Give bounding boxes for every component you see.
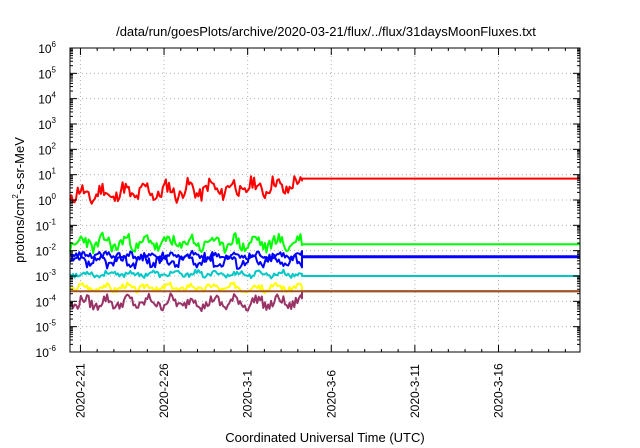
series-lines: [69, 175, 580, 313]
y-tick-base: 10: [38, 143, 52, 157]
y-tick-label: 106: [38, 40, 56, 56]
y-tick-label: 10-1: [36, 217, 57, 233]
y-tick-base: 10: [38, 169, 52, 183]
x-tick-label: 2020-2-21: [73, 363, 87, 418]
y-tick-base: 10: [36, 219, 50, 233]
y-tick-base: 10: [38, 67, 52, 81]
x-axis-label: Coordinated Universal Time (UTC): [225, 430, 424, 445]
y-axis-label-superscript: 2: [11, 194, 20, 199]
y-tick-label: 103: [38, 116, 56, 132]
y-tick-exponent: -1: [49, 217, 57, 226]
y-tick-exponent: 5: [52, 65, 57, 74]
y-axis-ticks: 10-610-510-410-310-210-11001011021031041…: [36, 40, 580, 360]
y-tick-exponent: -4: [49, 293, 57, 302]
x-tick-label: 2020-3-16: [491, 363, 505, 418]
y-axis-label-prefix: protons/cm: [12, 199, 27, 263]
y-axis-label: protons/cm2-s-sr-MeV: [11, 137, 27, 263]
y-tick-label: 10-5: [36, 319, 57, 335]
y-tick-base: 10: [36, 346, 50, 360]
y-tick-label: 104: [38, 91, 56, 107]
y-tick-label: 10-2: [36, 243, 57, 259]
y-tick-base: 10: [38, 93, 52, 107]
y-tick-label: 105: [38, 65, 56, 81]
x-tick-label: 2020-3-11: [408, 364, 422, 418]
series-line: [69, 268, 580, 280]
y-tick-exponent: 4: [52, 91, 57, 100]
grid-lines: [70, 48, 580, 352]
y-axis-label-suffix: -s-sr-MeV: [12, 137, 27, 194]
y-tick-base: 10: [38, 42, 52, 56]
y-tick-exponent: 0: [52, 192, 57, 201]
y-tick-label: 10-3: [36, 268, 57, 284]
x-tick-label: 2020-2-26: [157, 363, 171, 418]
y-tick-exponent: -6: [49, 344, 57, 353]
y-tick-label: 100: [38, 192, 56, 208]
y-tick-exponent: 2: [52, 141, 57, 150]
y-tick-exponent: -5: [49, 319, 57, 328]
y-tick-label: 102: [38, 141, 56, 157]
y-tick-base: 10: [38, 194, 52, 208]
series-line: [69, 251, 580, 270]
y-tick-label: 10-4: [36, 293, 57, 309]
y-tick-base: 10: [36, 321, 50, 335]
y-tick-base: 10: [36, 245, 50, 259]
y-tick-exponent: 6: [52, 40, 57, 49]
series-line: [69, 249, 580, 263]
x-tick-label: 2020-3-1: [241, 370, 255, 418]
y-tick-base: 10: [36, 295, 50, 309]
y-tick-base: 10: [36, 270, 50, 284]
y-tick-base: 10: [38, 118, 52, 132]
x-tick-label: 2020-3-6: [324, 370, 338, 418]
y-tick-label: 101: [38, 167, 56, 183]
y-tick-exponent: 1: [52, 167, 57, 176]
series-line: [69, 290, 580, 313]
y-tick-exponent: -3: [49, 268, 57, 277]
y-tick-label: 10-6: [36, 344, 57, 360]
y-tick-exponent: -2: [49, 243, 57, 252]
series-line: [69, 231, 580, 255]
chart-title: /data/run/goesPlots/archive/2020-03-21/f…: [116, 24, 536, 39]
y-tick-exponent: 3: [52, 116, 57, 125]
x-axis-ticks: 2020-2-21 2020-2-26 2020-3-1 2020-3-6 2020-3…: [73, 48, 566, 418]
series-line: [69, 175, 580, 205]
